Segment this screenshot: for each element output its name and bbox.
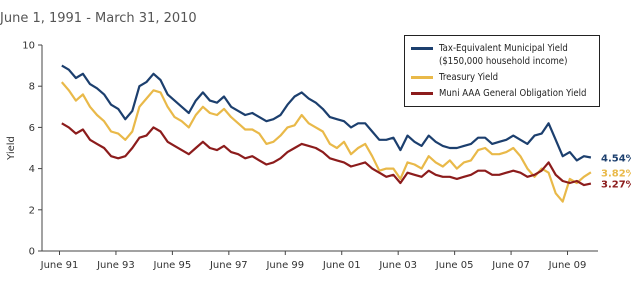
x-tick-label: June 91 — [40, 260, 79, 271]
y-tick-label: 6 — [29, 123, 35, 134]
x-tick-label: June 93 — [96, 260, 135, 271]
x-tick-label: June 03 — [378, 260, 417, 271]
legend-label: Tax-Equivalent Municipal Yield ($150,000… — [439, 43, 568, 67]
x-tick-label: June 95 — [153, 260, 192, 271]
x-tick-label: June 07 — [491, 260, 530, 271]
series-line — [61, 122, 592, 187]
legend-swatch — [411, 76, 433, 79]
chart-title: June 1, 1991 - March 31, 2010 — [0, 11, 197, 26]
series-line — [61, 64, 592, 162]
end-label: 4.54% — [601, 153, 631, 164]
x-tick-label: June 99 — [265, 260, 304, 271]
x-tick-label: June 01 — [322, 260, 361, 271]
legend-item: Tax-Equivalent Municipal Yield ($150,000… — [411, 42, 593, 68]
series-line — [60, 81, 592, 203]
legend-swatch — [411, 47, 433, 50]
end-label: 3.82% — [601, 168, 631, 179]
legend-label: Treasury Yield — [439, 72, 499, 83]
y-axis-label: Yield — [6, 136, 17, 161]
legend-item: Treasury Yield — [411, 71, 593, 84]
end-label: 3.27% — [601, 180, 631, 191]
x-tick-label: June 97 — [209, 260, 248, 271]
y-tick-label: 10 — [22, 41, 35, 52]
y-tick-label: 4 — [29, 164, 35, 175]
y-tick-label: 2 — [29, 205, 35, 216]
x-tick-label: June 05 — [435, 260, 474, 271]
legend-label: Muni AAA General Obligation Yield — [439, 88, 587, 99]
legend-swatch — [411, 92, 433, 95]
y-tick-label: 8 — [29, 82, 35, 93]
y-tick-label: 0 — [29, 247, 35, 258]
legend: Tax-Equivalent Municipal Yield ($150,000… — [404, 35, 600, 107]
legend-item: Muni AAA General Obligation Yield — [411, 87, 593, 100]
x-tick-label: June 09 — [548, 260, 587, 271]
